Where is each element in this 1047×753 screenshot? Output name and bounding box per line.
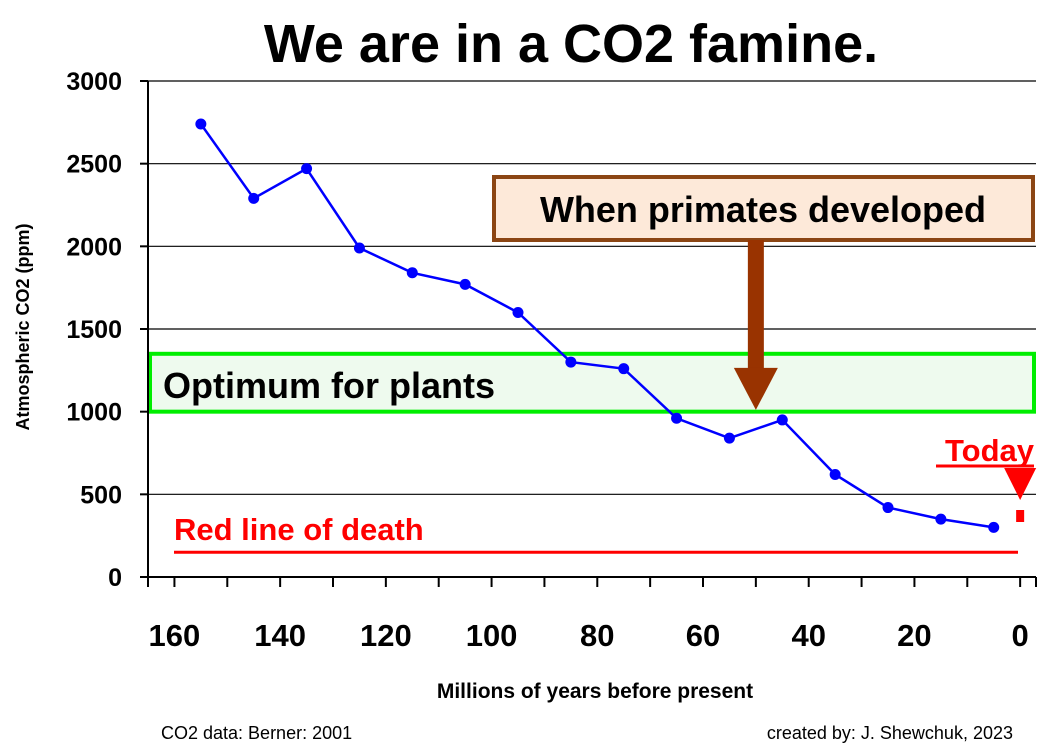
data-point: [565, 356, 577, 368]
data-point: [512, 306, 524, 318]
today-arrow-head: [1004, 468, 1037, 500]
today-arrow: [1004, 468, 1037, 522]
data-point: [195, 118, 207, 130]
x-tick-label: 40: [791, 618, 825, 653]
x-tick-label: 60: [686, 618, 720, 653]
data-point: [882, 502, 894, 514]
data-point: [618, 363, 630, 375]
data-point: [988, 521, 1000, 533]
x-tick-label: 140: [254, 618, 306, 653]
x-tick-label: 0: [1012, 618, 1029, 653]
chart-title: We are in a CO2 famine.: [264, 14, 878, 74]
optimum-label: Optimum for plants: [163, 365, 495, 406]
y-tick-label: 2000: [66, 233, 122, 261]
y-tick-label: 1500: [66, 316, 122, 344]
footer-source: CO2 data: Berner: 2001: [161, 723, 352, 743]
data-point: [776, 414, 788, 426]
data-point: [406, 267, 418, 279]
x-tick-label: 160: [149, 618, 201, 653]
x-tick-label: 120: [360, 618, 412, 653]
primates-callout-label: When primates developed: [540, 189, 986, 230]
y-tick-label: 3000: [66, 68, 122, 96]
today-label: Today: [945, 433, 1035, 468]
y-tick-label: 0: [108, 564, 122, 592]
y-tick-label: 500: [80, 481, 122, 509]
primates-arrow: [733, 240, 778, 410]
x-axis-label: Millions of years before present: [437, 680, 753, 703]
gridlines: [148, 80, 1036, 495]
primates-callout: When primates developed: [492, 175, 1035, 410]
data-point: [671, 412, 683, 424]
x-tick-labels: 160 140 120 100 80 60 40 20 0: [149, 618, 1029, 653]
deathline-label: Red line of death: [174, 512, 424, 547]
series-line: [199, 123, 994, 529]
x-tick-label: 80: [580, 618, 614, 653]
footer-credit: created by: J. Shewchuk, 2023: [767, 723, 1013, 743]
primates-arrow-head: [733, 367, 778, 410]
y-tick-label: 1000: [66, 399, 122, 427]
data-point: [353, 242, 365, 254]
optimum-band: [148, 351, 1036, 414]
x-tick-label: 20: [897, 618, 931, 653]
data-point: [301, 163, 313, 175]
axes: [140, 80, 1037, 587]
data-point: [459, 278, 471, 290]
data-point: [935, 513, 947, 525]
y-axis-label: Atmospheric CO2 (ppm): [13, 223, 33, 430]
y-tick-labels: 3000 2500 2000 1500 1000 500 0: [66, 68, 122, 592]
optimum-band-rect: [148, 351, 1036, 414]
data-point: [829, 468, 841, 480]
today-arrow-stub: [1016, 510, 1025, 522]
data-point: [248, 192, 260, 204]
today-marker: Today: [936, 433, 1037, 522]
y-tick-label: 2500: [66, 151, 122, 179]
primates-arrow-shaft: [747, 240, 764, 370]
data-point: [723, 432, 735, 444]
x-tick-label: 100: [466, 618, 518, 653]
co2-series: [195, 118, 1000, 533]
